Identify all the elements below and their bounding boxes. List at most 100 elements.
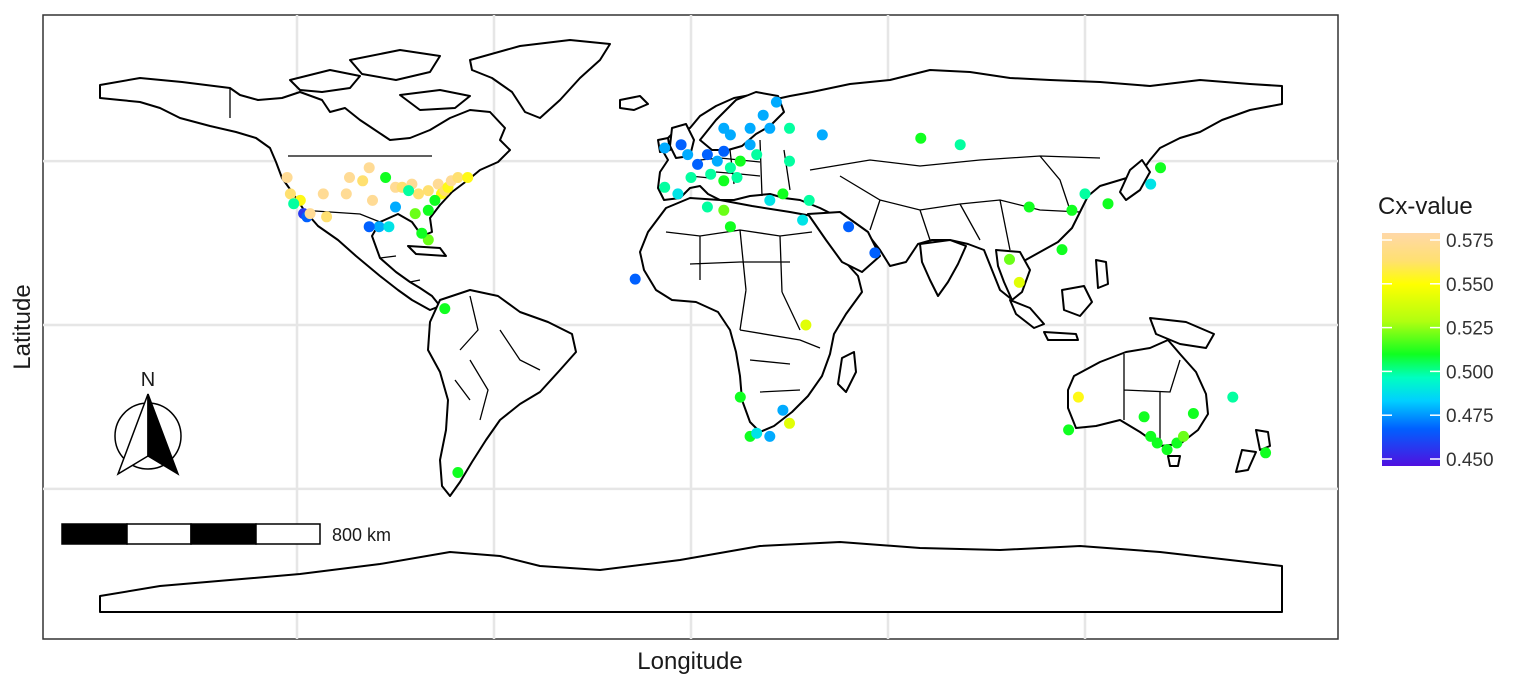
site-point bbox=[718, 175, 730, 187]
y-axis-title: Latitude bbox=[9, 284, 36, 369]
land-north-america bbox=[99, 77, 511, 311]
site-point bbox=[701, 149, 713, 161]
site-point bbox=[304, 208, 316, 220]
land-new-guinea bbox=[1149, 317, 1215, 349]
site-point bbox=[770, 96, 782, 108]
site-point bbox=[1023, 201, 1035, 213]
site-point bbox=[797, 214, 809, 226]
scale-bar-segment-2 bbox=[126, 523, 192, 545]
legend-tick-label: 0.525 bbox=[1446, 319, 1494, 340]
border-south-america-1 bbox=[454, 295, 541, 421]
site-point bbox=[915, 132, 927, 144]
site-point bbox=[1178, 430, 1189, 442]
site-point bbox=[744, 139, 756, 151]
site-point bbox=[1072, 391, 1084, 403]
scale-bar-segment-3 bbox=[190, 523, 257, 545]
site-point bbox=[711, 155, 723, 167]
land-polygons bbox=[99, 39, 1283, 613]
legend-tick-label: 0.500 bbox=[1446, 362, 1494, 383]
site-point bbox=[751, 149, 763, 161]
site-point bbox=[757, 109, 769, 121]
site-point bbox=[390, 201, 401, 213]
land-greenland bbox=[469, 39, 611, 119]
country-borders bbox=[229, 88, 1181, 440]
site-point bbox=[718, 204, 730, 216]
site-point bbox=[672, 188, 684, 200]
scale-bar-label: 800 km bbox=[332, 525, 391, 545]
site-point bbox=[317, 188, 329, 200]
site-point bbox=[403, 185, 415, 197]
scale-bar-segment-4 bbox=[255, 523, 321, 545]
site-point bbox=[357, 175, 369, 187]
border-asia bbox=[809, 155, 1101, 251]
site-point bbox=[843, 221, 855, 233]
site-point bbox=[1079, 188, 1091, 200]
site-point bbox=[1260, 447, 1272, 459]
site-point bbox=[777, 188, 789, 200]
site-point bbox=[1187, 408, 1199, 419]
land-eurasia bbox=[657, 69, 1283, 299]
site-point bbox=[284, 188, 296, 200]
site-point bbox=[1145, 430, 1157, 442]
site-point bbox=[452, 467, 464, 478]
land-arctic-islands-1 bbox=[289, 69, 361, 93]
legend-colorbar bbox=[1382, 233, 1440, 466]
site-point bbox=[784, 417, 795, 429]
land-australia bbox=[1067, 339, 1209, 447]
site-point bbox=[685, 172, 697, 183]
site-point bbox=[734, 155, 746, 167]
land-madagascar bbox=[837, 351, 857, 393]
site-point bbox=[659, 181, 671, 193]
site-point bbox=[764, 194, 776, 206]
site-point bbox=[439, 303, 451, 315]
site-point bbox=[1013, 276, 1025, 288]
site-point bbox=[281, 172, 293, 183]
sampling-sites bbox=[281, 96, 1272, 478]
site-point bbox=[373, 221, 385, 233]
x-axis-title: Longitude bbox=[637, 648, 742, 675]
land-borneo bbox=[1061, 285, 1093, 317]
site-point bbox=[764, 430, 776, 442]
site-point bbox=[422, 185, 434, 197]
border-australia bbox=[1123, 354, 1181, 440]
site-point bbox=[816, 129, 828, 141]
legend-ticks: 0.575 0.550 0.525 0.500 0.475 0.450 bbox=[1382, 231, 1494, 471]
site-point bbox=[1004, 253, 1015, 265]
site-point bbox=[1145, 178, 1157, 190]
land-new-zealand-south bbox=[1235, 449, 1257, 473]
site-point bbox=[954, 139, 966, 151]
site-point bbox=[751, 427, 763, 439]
site-point bbox=[784, 122, 795, 134]
legend-tick-label: 0.550 bbox=[1446, 275, 1494, 296]
site-point bbox=[340, 188, 352, 200]
land-philippines bbox=[1095, 259, 1109, 289]
site-point bbox=[869, 247, 881, 259]
site-point bbox=[1138, 411, 1150, 423]
site-point bbox=[409, 208, 421, 220]
land-indochina bbox=[995, 249, 1031, 301]
site-point bbox=[718, 145, 730, 157]
site-point bbox=[452, 172, 464, 183]
site-point bbox=[777, 404, 789, 416]
site-point bbox=[344, 172, 355, 183]
site-point bbox=[724, 221, 736, 233]
site-point bbox=[744, 122, 756, 134]
site-point bbox=[1102, 198, 1114, 210]
site-point bbox=[629, 273, 641, 285]
site-point bbox=[734, 391, 746, 403]
site-point bbox=[1227, 391, 1239, 403]
site-point bbox=[800, 319, 812, 331]
map-panel bbox=[42, 14, 1339, 640]
site-point bbox=[321, 211, 333, 223]
land-japan bbox=[1119, 159, 1151, 201]
site-point bbox=[1063, 424, 1075, 436]
north-arrow-right-half bbox=[147, 393, 180, 476]
land-iceland bbox=[619, 95, 649, 111]
site-point bbox=[784, 155, 795, 167]
site-point bbox=[367, 194, 378, 206]
site-point bbox=[413, 188, 424, 200]
site-point bbox=[675, 139, 687, 151]
land-new-zealand-north bbox=[1255, 429, 1271, 451]
site-point bbox=[682, 149, 694, 161]
